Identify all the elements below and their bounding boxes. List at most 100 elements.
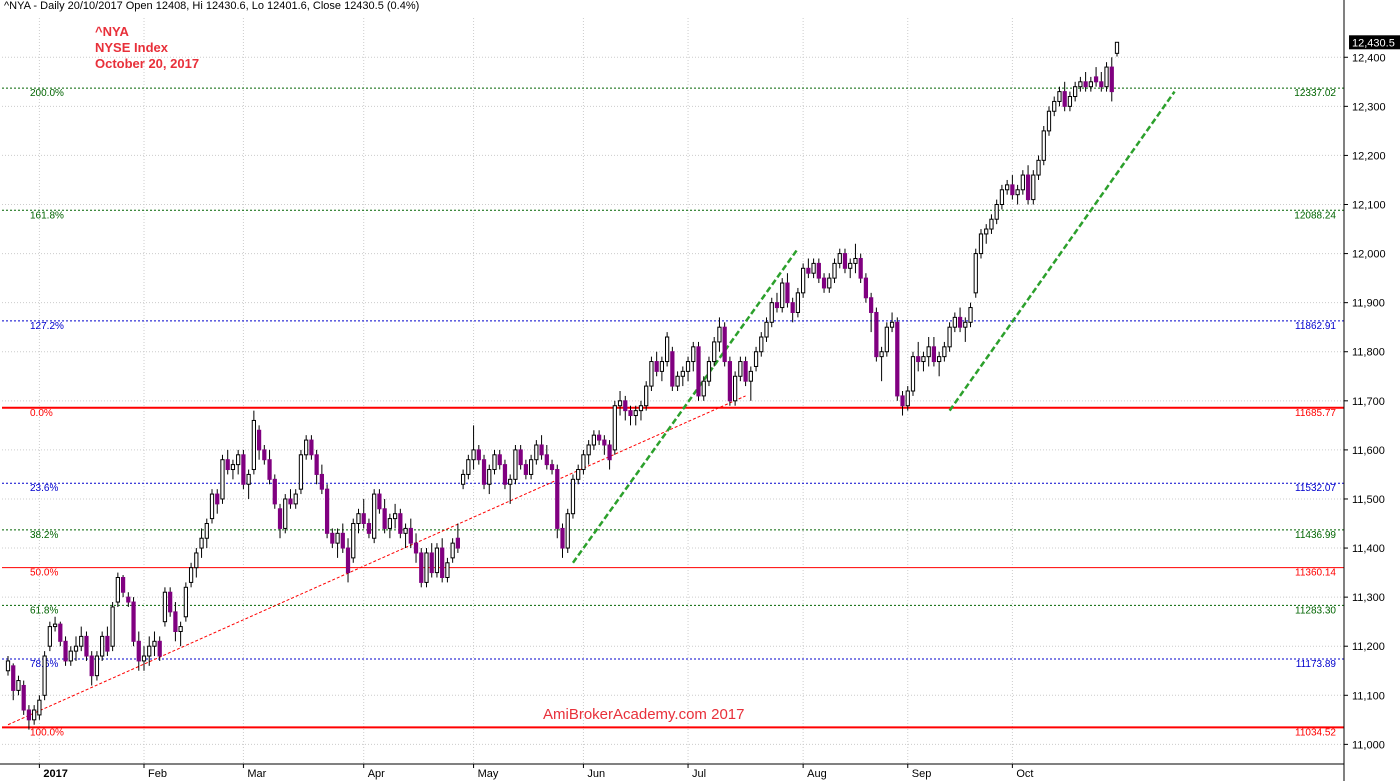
- candle-body: [591, 434, 597, 446]
- candle-body: [178, 626, 183, 632]
- candle-body: [555, 469, 560, 529]
- candle-body: [471, 449, 476, 461]
- candle-body: [1093, 76, 1099, 83]
- fib-level-label: 161.8%: [30, 210, 64, 221]
- candle-body: [680, 370, 685, 377]
- grid-lines: [2, 18, 1344, 764]
- candle-body: [649, 361, 654, 387]
- candle-body: [848, 262, 853, 269]
- y-tick-label: 11,900: [1352, 298, 1385, 310]
- y-tick-label: 11,500: [1352, 494, 1385, 506]
- candle-body: [518, 449, 523, 466]
- fib-level-value: 11862.91: [1295, 321, 1336, 332]
- candle-body: [628, 410, 633, 417]
- candle-body: [440, 547, 445, 578]
- candle-body: [790, 302, 795, 313]
- candle-body: [1099, 81, 1104, 88]
- candle-body: [188, 567, 194, 583]
- candle-body: [288, 498, 293, 505]
- fibonacci-levels: 200.0% 12337.02 161.8% 12088.24 127.2% 11862.…: [2, 87, 1344, 738]
- candle-body: [1067, 96, 1073, 107]
- candle-body: [832, 262, 837, 279]
- candle-body: [644, 385, 649, 407]
- candle-body: [361, 513, 366, 525]
- candle-body: [204, 523, 209, 539]
- candle-body: [748, 370, 753, 382]
- candle-body: [513, 449, 518, 480]
- x-tick-label: Jul: [692, 768, 706, 780]
- y-tick-label: 12,300: [1352, 101, 1386, 113]
- candle-body: [246, 473, 251, 485]
- annotation-date: October 20, 2017: [95, 56, 200, 71]
- candle-body: [455, 537, 460, 549]
- candle-body: [921, 356, 926, 363]
- candle-body: [534, 444, 539, 461]
- y-tick-label: 12,100: [1352, 200, 1386, 212]
- fib-level-label: 0.0%: [30, 408, 53, 419]
- x-tick-label: Mar: [247, 768, 266, 780]
- candle-body: [1010, 184, 1015, 196]
- candle-body: [314, 454, 319, 475]
- fib-level-value: 11436.99: [1295, 530, 1336, 541]
- candle-body: [528, 459, 534, 475]
- candle-body: [670, 351, 675, 387]
- fib-level-label: 127.2%: [30, 321, 64, 332]
- candle-body: [236, 454, 241, 466]
- candle-body: [340, 532, 345, 549]
- candle-body: [858, 257, 863, 279]
- x-tick-label: 2017: [43, 768, 67, 780]
- candle-body: [476, 449, 481, 461]
- candle-body: [706, 361, 712, 382]
- candle-body: [1041, 130, 1046, 161]
- candle-body: [466, 459, 471, 475]
- annotation-symbol: ^NYA: [95, 24, 129, 39]
- candle-body: [905, 390, 910, 407]
- candle-body: [801, 267, 806, 294]
- candle-body: [304, 439, 309, 456]
- candle-body: [26, 709, 32, 721]
- candle-body: [560, 527, 565, 549]
- candle-body: [743, 361, 748, 382]
- candle-body: [157, 640, 162, 657]
- candle-body: [241, 454, 246, 485]
- candle-body: [544, 454, 549, 466]
- candle-body: [1078, 81, 1083, 88]
- fib-level-value: 12337.02: [1294, 88, 1336, 99]
- candle-body: [957, 316, 963, 328]
- candle-body: [978, 233, 984, 255]
- candle-body: [1083, 81, 1088, 88]
- candle-body: [408, 527, 413, 544]
- candle-body: [607, 444, 612, 461]
- fib-level-value: 11173.89: [1296, 659, 1337, 670]
- candle-body: [816, 262, 821, 279]
- y-tick-label: 12,200: [1352, 150, 1386, 162]
- candle-body: [633, 410, 638, 417]
- candle-body: [795, 292, 801, 313]
- candle-body: [309, 439, 314, 456]
- candle-body: [863, 277, 869, 299]
- trendline: [948, 90, 1176, 412]
- candle-body: [963, 321, 968, 328]
- candle-body: [1005, 184, 1010, 191]
- candle-body: [110, 606, 115, 647]
- annotation-index-name: NYSE Index: [95, 40, 168, 55]
- candle-body: [1057, 91, 1062, 102]
- candle-body: [42, 655, 47, 696]
- fib-level-label: 50.0%: [30, 568, 58, 579]
- candle-body: [570, 478, 576, 515]
- candle-body: [617, 400, 623, 407]
- candle-body: [335, 532, 340, 544]
- last-price-tag: [1349, 35, 1400, 50]
- y-tick-label: 11,100: [1352, 690, 1385, 702]
- watermark: AmiBrokerAcademy.com 2017: [543, 706, 745, 723]
- candle-body: [419, 552, 424, 583]
- candle-body: [351, 523, 356, 559]
- candle-body: [147, 645, 152, 657]
- y-tick-label: 11,400: [1352, 543, 1385, 555]
- candle-body: [602, 439, 607, 446]
- candle-body: [508, 478, 513, 485]
- candle-body: [926, 346, 931, 358]
- candle-body: [654, 361, 659, 372]
- candle-body: [931, 346, 937, 363]
- fib-level-value: 12088.24: [1294, 210, 1336, 221]
